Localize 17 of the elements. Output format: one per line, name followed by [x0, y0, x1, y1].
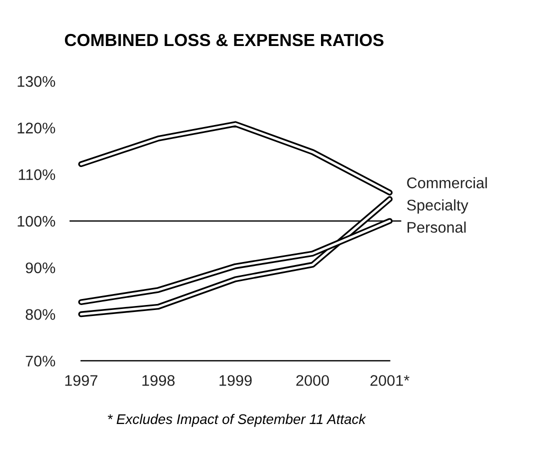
y-tick-label: 90%: [26, 262, 56, 274]
y-tick-label: 80%: [26, 309, 56, 320]
chart-title: COMBINED LOSS & EXPENSE RATIOS: [64, 34, 384, 46]
x-tick-label: 2001*: [370, 375, 410, 386]
x-tick-label: 1997: [65, 375, 98, 386]
x-tick-label: 1999: [220, 375, 252, 386]
y-tick-label: 120%: [18, 122, 56, 134]
y-tick-label: 100%: [18, 216, 56, 227]
series-label: Specialty: [407, 199, 468, 214]
x-tick-label: 1998: [142, 375, 175, 386]
series-label: Personal: [408, 222, 466, 233]
y-tick-label: 110%: [18, 169, 56, 180]
x-tick-label: 2000: [296, 375, 329, 386]
y-tick-label: 70%: [26, 356, 56, 366]
y-tick-label: 130%: [18, 76, 56, 87]
text: * Excludes Impact of September 11 Attack: [108, 414, 366, 427]
series-label: Commercial: [407, 177, 487, 188]
